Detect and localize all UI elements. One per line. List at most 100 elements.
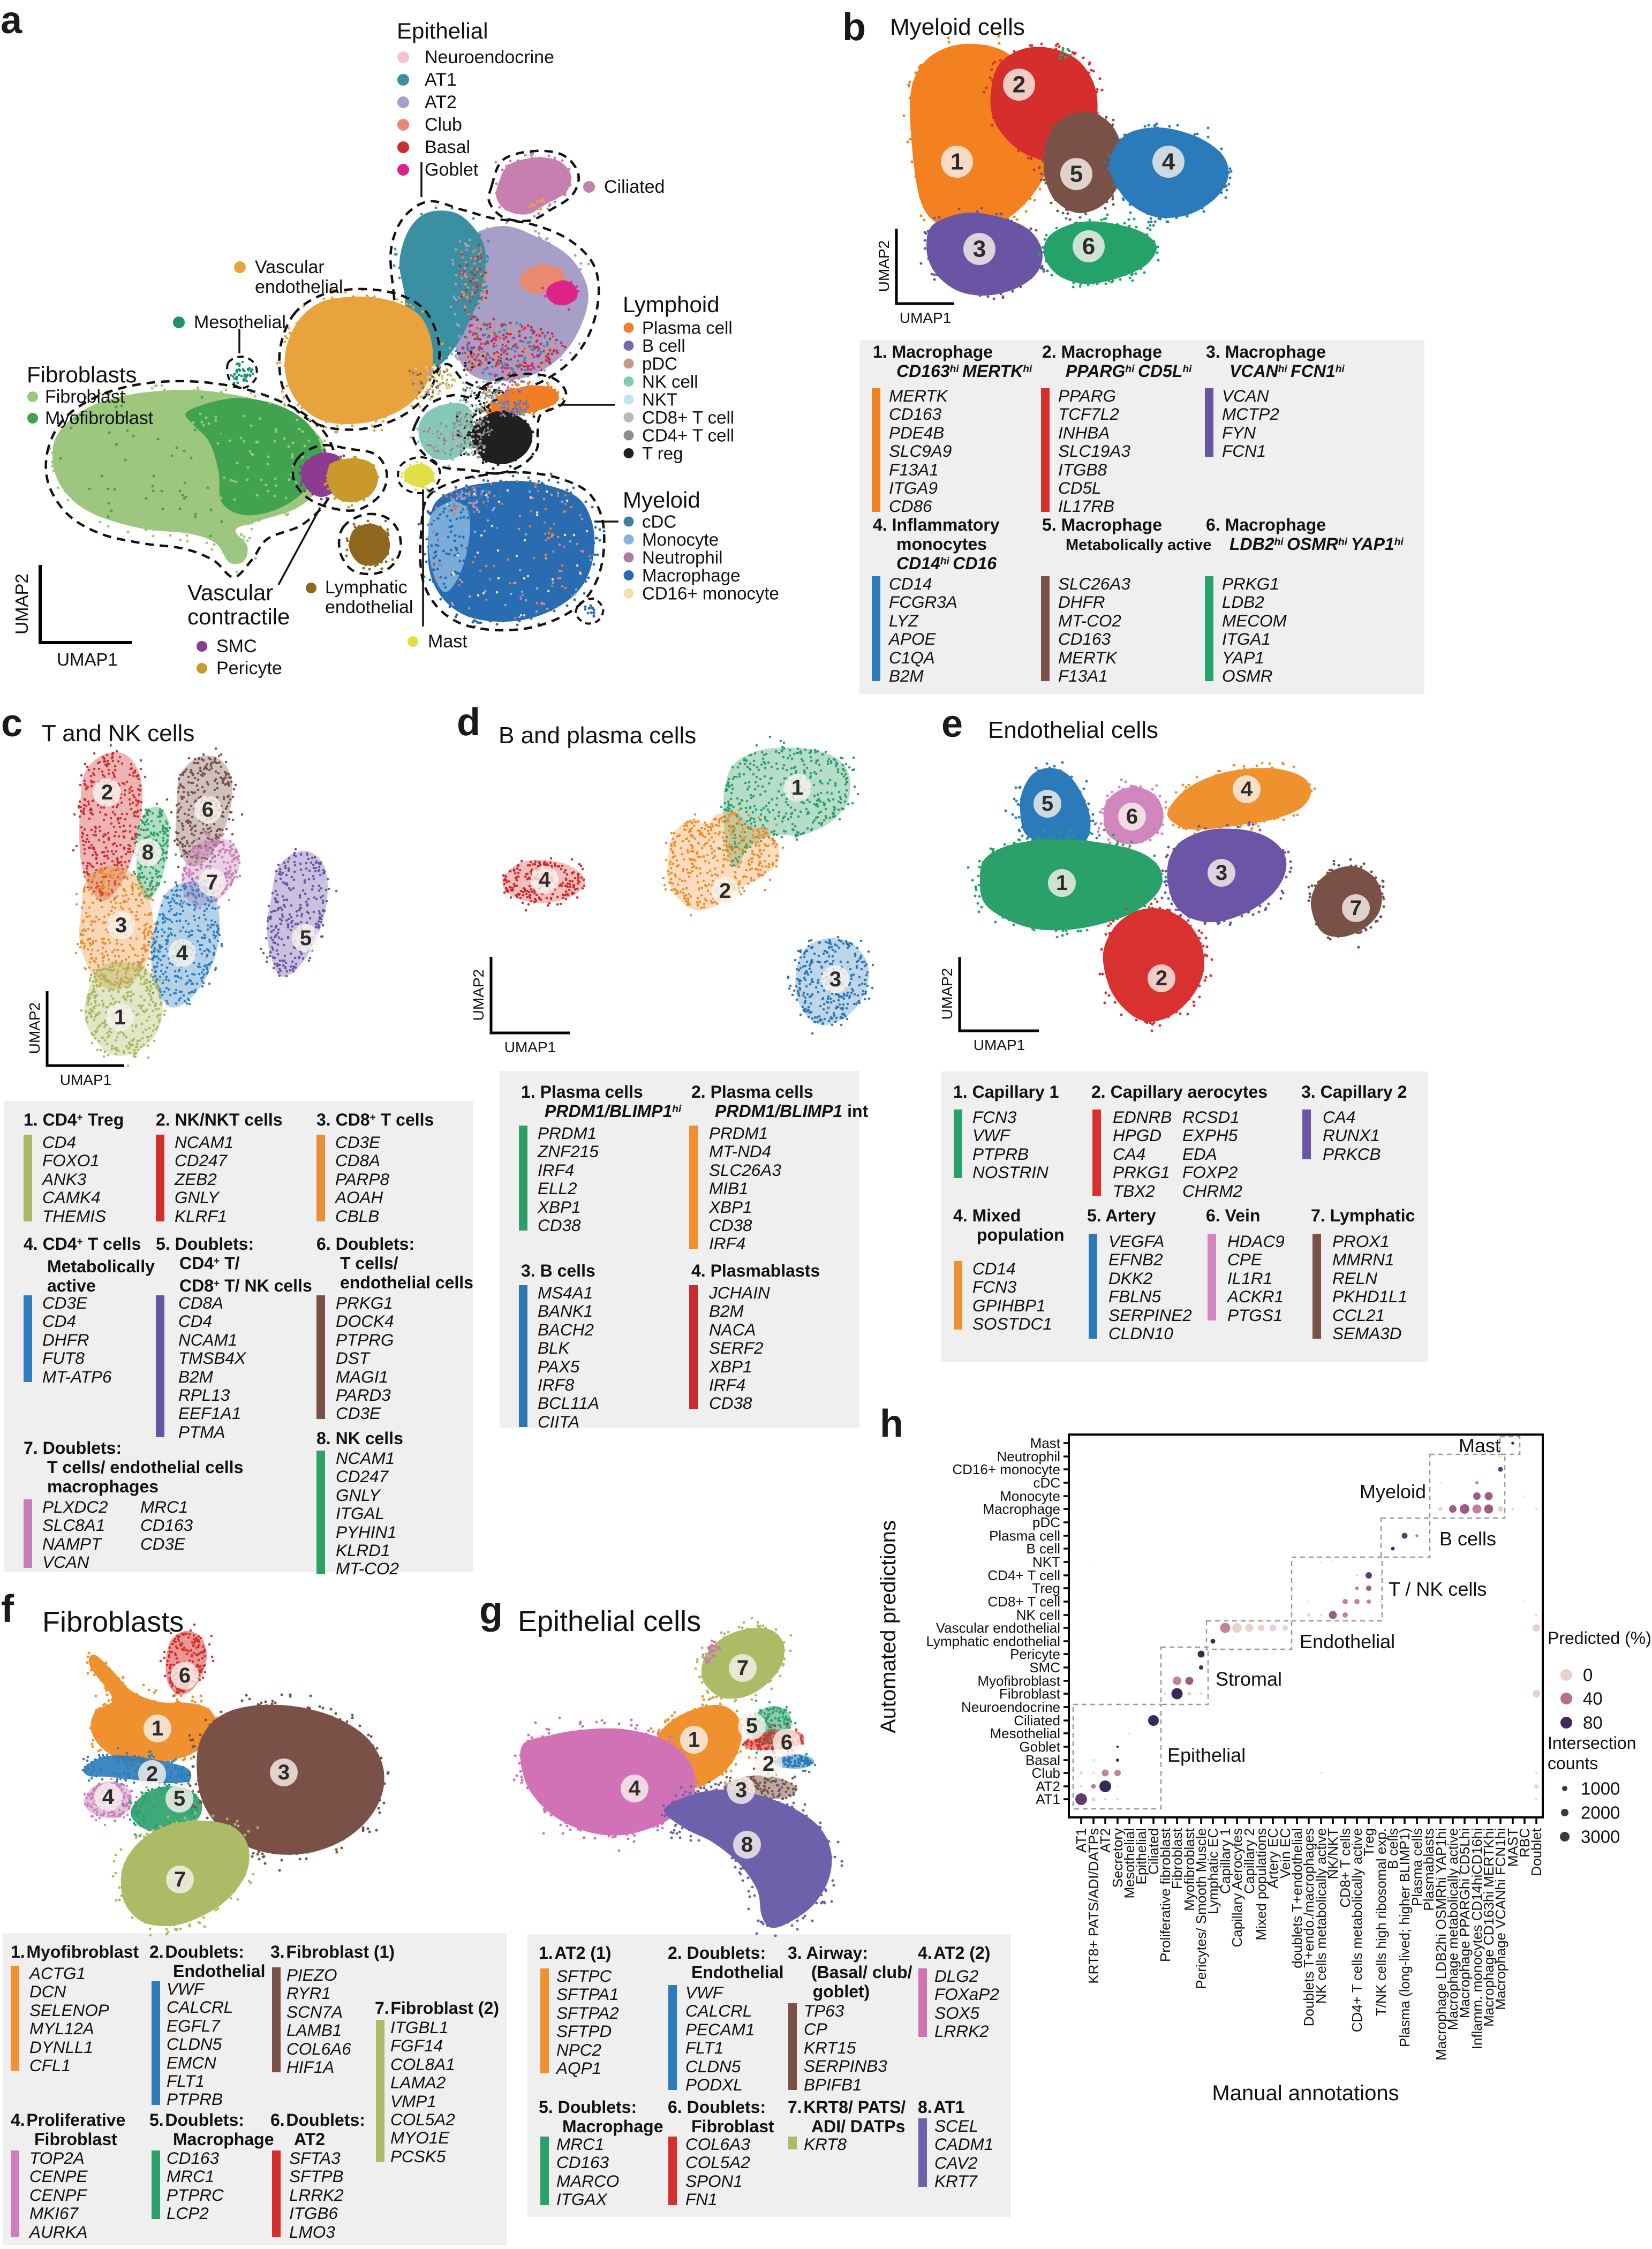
svg-text:CD4+ T cells metabolically act: CD4+ T cells metabolically active [1349,1828,1365,2032]
svg-text:Macrophage CD163hi MERTKhi: Macrophage CD163hi MERTKhi [1481,1828,1497,2027]
svg-text:Mast: Mast [428,631,467,652]
svg-text:Basal: Basal [425,137,470,157]
svg-text:Goblet: Goblet [425,160,479,180]
svg-text:40: 40 [1583,1689,1603,1709]
svg-text:T and NK cells: T and NK cells [42,720,194,746]
svg-text:Club: Club [1032,1765,1060,1781]
svg-text:Proliferative fibroblast: Proliferative fibroblast [1157,1828,1173,1962]
svg-text:UMAP2: UMAP2 [876,240,892,292]
svg-text:doublets T+endothelial: doublets T+endothelial [1289,1828,1305,1968]
svg-text:Myeloid: Myeloid [1360,1481,1426,1503]
svg-text:Neutrophil: Neutrophil [642,548,722,568]
svg-text:1: 1 [1056,871,1068,895]
svg-text:5: 5 [1070,161,1083,187]
svg-text:NK cell: NK cell [1016,1607,1060,1623]
svg-text:7: 7 [174,1868,186,1891]
svg-text:CD8+ T cell: CD8+ T cell [642,407,734,427]
svg-text:Automated predictions: Automated predictions [877,1520,900,1733]
svg-text:Myofibroblast: Myofibroblast [1181,1828,1197,1911]
svg-text:Predicted (%): Predicted (%) [1548,1628,1651,1648]
svg-text:Mesothelial: Mesothelial [990,1725,1060,1741]
svg-text:Manual annotations: Manual annotations [1212,2081,1399,2105]
svg-text:6: 6 [781,1731,793,1754]
svg-text:80: 80 [1583,1713,1603,1733]
svg-text:Lymphatic endothelial: Lymphatic endothelial [926,1633,1060,1649]
svg-text:CD16+ monocyte: CD16+ monocyte [952,1461,1060,1477]
svg-text:Club: Club [425,115,462,135]
svg-text:Macrophage: Macrophage [983,1501,1060,1517]
svg-text:4: 4 [1241,778,1253,801]
svg-text:3: 3 [829,968,841,991]
svg-text:Myeloid: Myeloid [623,487,700,512]
svg-text:Monocyte: Monocyte [1000,1488,1060,1504]
svg-text:2000: 2000 [1581,1803,1620,1823]
svg-text:4: 4 [1162,149,1175,175]
svg-text:Myofibroblast: Myofibroblast [45,408,154,428]
svg-text:Mesothelial: Mesothelial [194,312,286,333]
svg-text:Fibroblast: Fibroblast [999,1686,1061,1702]
svg-text:AT1: AT1 [1073,1828,1089,1853]
svg-text:Doublets T+endo./macrophages: Doublets T+endo./macrophages [1301,1828,1317,2026]
svg-text:NKT: NKT [642,390,677,410]
svg-text:counts: counts [1548,1754,1598,1773]
svg-text:cDC: cDC [1033,1475,1060,1491]
svg-text:contractile: contractile [187,604,290,629]
svg-text:KRT8+ PATS/ADI/DATPs: KRT8+ PATS/ADI/DATPs [1085,1828,1102,1984]
svg-text:3000: 3000 [1581,1827,1620,1847]
svg-text:4: 4 [102,1785,115,1809]
svg-text:Pericyte: Pericyte [1010,1646,1060,1662]
svg-text:T reg: T reg [642,443,683,463]
svg-text:4: 4 [539,868,551,892]
svg-text:T/NK cells high ribosomal exp.: T/NK cells high ribosomal exp. [1373,1828,1389,2016]
svg-text:6: 6 [1126,805,1138,828]
svg-text:UMAP2: UMAP2 [939,968,955,1020]
svg-text:8: 8 [142,841,154,864]
svg-text:NK cells metabolically active: NK cells metabolically active [1313,1828,1329,2004]
svg-text:SMC: SMC [1029,1659,1060,1676]
svg-text:Macrophage PPARGhi CD5Lhi: Macrophage PPARGhi CD5Lhi [1457,1828,1473,2018]
svg-text:CD8+ T cells: CD8+ T cells [1337,1828,1353,1908]
svg-text:NKT: NKT [1032,1554,1060,1570]
svg-text:Fibroblast: Fibroblast [45,387,125,407]
svg-text:a: a [1,0,22,42]
svg-text:5: 5 [174,1787,185,1810]
svg-text:2: 2 [763,1752,774,1776]
svg-text:Inflamm. monocytes CD14hiCD16h: Inflamm. monocytes CD14hiCD16hi [1469,1828,1485,2049]
svg-text:Plasma cells: Plasma cells [1409,1828,1425,1906]
svg-text:CD16+ monocyte: CD16+ monocyte [642,584,779,603]
svg-text:RBC: RBC [1517,1828,1533,1858]
svg-text:2: 2 [719,879,731,903]
svg-text:AT2: AT2 [425,92,457,112]
svg-text:MAST: MAST [1505,1828,1521,1867]
svg-text:T / NK cells: T / NK cells [1389,1578,1487,1600]
svg-text:pDC: pDC [642,354,677,374]
svg-text:8: 8 [741,1833,753,1856]
svg-text:3: 3 [115,914,127,937]
svg-text:1: 1 [114,1006,126,1029]
svg-text:CD4+ T cell: CD4+ T cell [987,1567,1060,1583]
svg-text:UMAP2: UMAP2 [26,1002,43,1054]
svg-text:3: 3 [973,236,986,262]
svg-text:Vascular: Vascular [255,257,325,277]
svg-text:Fibroblast: Fibroblast [1169,1828,1185,1889]
svg-text:7: 7 [1350,896,1362,920]
svg-text:Basal: Basal [1025,1752,1060,1768]
svg-text:AT1: AT1 [1036,1791,1060,1807]
svg-text:UMAP2: UMAP2 [12,573,32,635]
svg-text:Mesothelial: Mesothelial [1121,1828,1137,1899]
svg-text:Mast: Mast [1030,1435,1061,1451]
svg-text:UMAP2: UMAP2 [470,969,487,1021]
svg-text:Intersection: Intersection [1548,1733,1636,1753]
svg-text:Treg: Treg [1361,1828,1377,1856]
svg-text:Macrophage metabolically activ: Macrophage metabolically active [1445,1828,1461,2030]
svg-text:Epithelial: Epithelial [1133,1828,1149,1885]
svg-text:5: 5 [1042,792,1053,816]
svg-text:Endothelial: Endothelial [1300,1631,1395,1652]
svg-text:Macrophage: Macrophage [642,565,740,585]
svg-text:Mixed populations: Mixed populations [1253,1828,1269,1941]
svg-text:7: 7 [206,871,218,894]
svg-text:Neutrophil: Neutrophil [997,1448,1060,1465]
svg-text:Monocyte: Monocyte [642,530,719,549]
svg-text:4: 4 [629,1777,641,1800]
svg-text:endothelial: endothelial [325,597,413,617]
